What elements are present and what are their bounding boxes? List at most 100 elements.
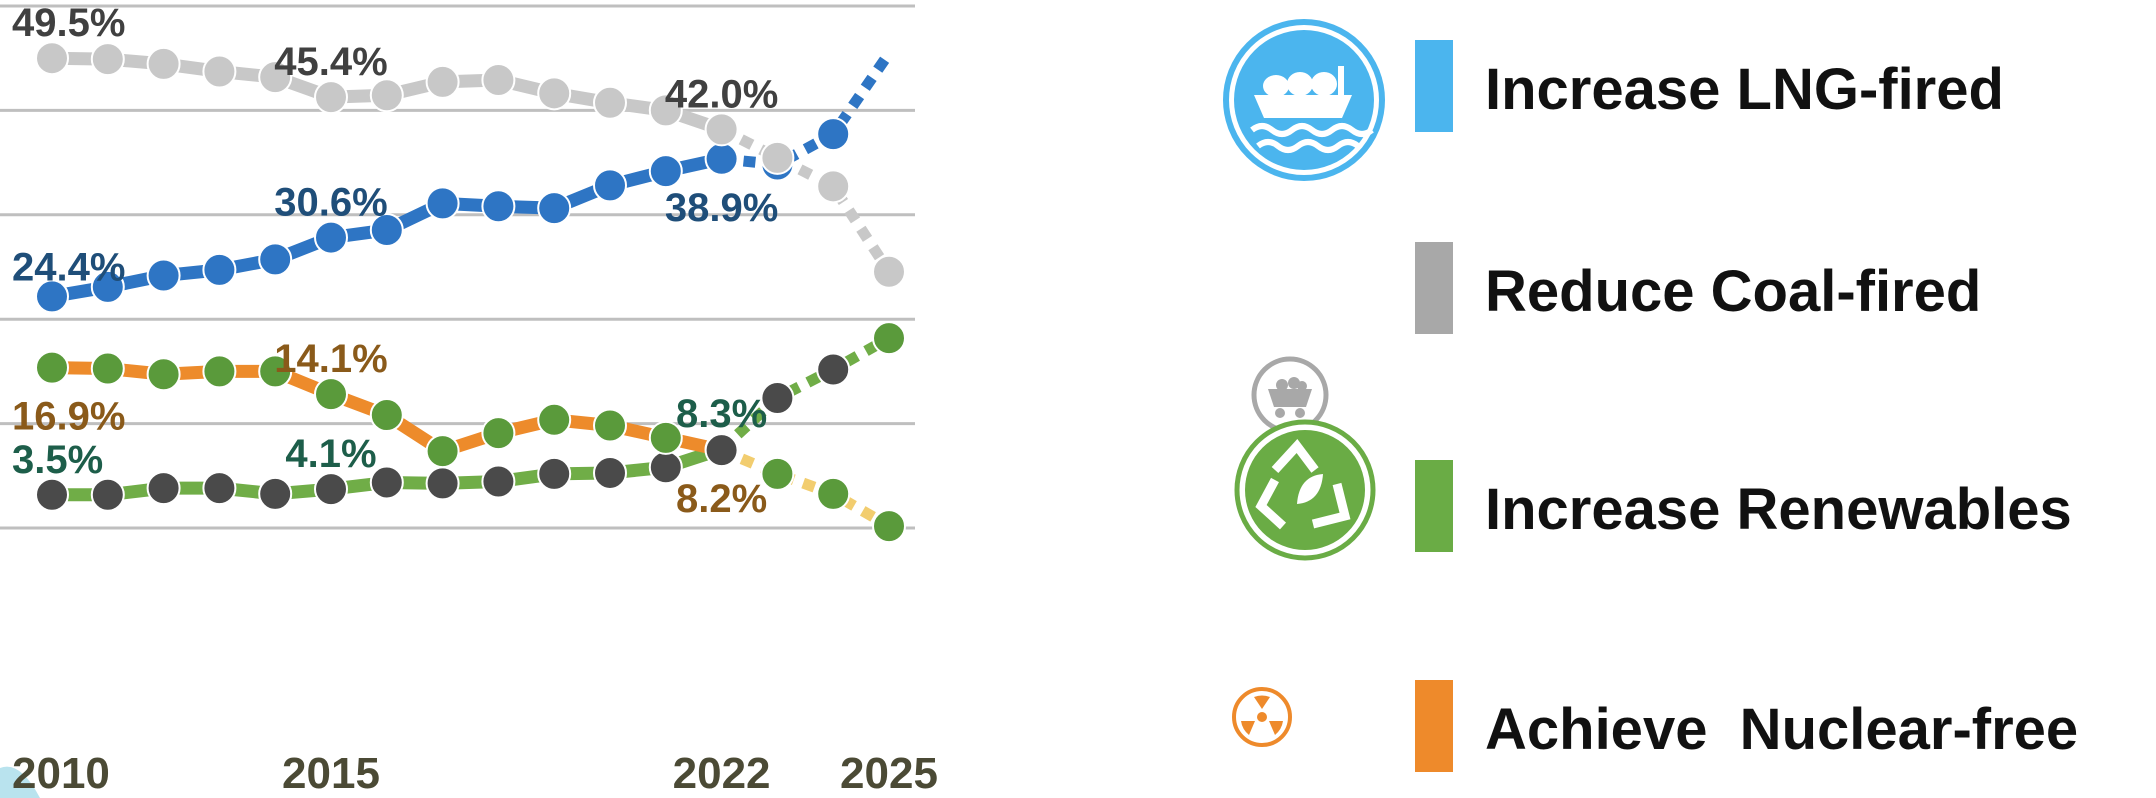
recycle-leaf-icon [1234,419,1376,561]
data-point [481,464,516,499]
x-tick-label: 2022 [673,749,771,798]
data-point [537,191,572,226]
data-point [481,416,516,451]
data-point [816,476,851,511]
legend-swatch-renewables [1415,460,1453,552]
legend-item-coal: Reduce Coal-fired [1415,242,2155,334]
data-point [258,60,293,95]
data-point [369,465,404,500]
data-point [704,112,739,147]
data-point [35,477,69,512]
corner-decoration [0,766,40,798]
data-label-lng: 38.9% [665,186,778,230]
data-point [425,434,460,469]
series-forecast-coal [719,124,894,275]
data-point [146,357,181,392]
data-point [704,141,739,176]
x-tick-label: 2010 [12,749,110,798]
data-point [593,455,627,490]
data-point [314,377,348,412]
data-point [314,220,348,255]
legend-swatch-coal [1415,242,1453,334]
data-label-nuclear: 16.9% [12,395,125,439]
series-forecast-lng [721,50,894,171]
series-markers-nuclear [35,350,906,544]
data-point [35,350,69,385]
data-point [146,471,181,506]
legend-swatch-lng [1415,40,1453,132]
data-point [90,269,125,304]
data-label-nuclear: 8.2% [676,477,767,521]
x-tick-label: 2025 [840,749,938,798]
data-point [537,402,572,437]
data-labels: 24.4% 30.6% 38.9% 49.5% 45.4% 42.0% 3.5% 4.1% 8.… [12,1,778,521]
data-point [202,54,237,89]
data-point [202,354,237,389]
data-point [537,76,572,111]
data-point [202,252,237,287]
data-point [760,456,795,491]
data-label-coal: 49.5% [12,1,125,45]
data-point [258,242,293,277]
legend-label-nuclear: Achieve Nuclear-free [1485,697,2079,762]
data-label-renewables: 4.1% [285,432,376,476]
data-point [593,408,627,443]
series-forecast-nuclear [719,445,892,531]
data-point [872,509,906,544]
legend-item-lng: Increase LNG-fired [1415,40,2155,132]
legend: Increase LNG-fired Reduce Coal-fired Inc… [1415,0,2155,798]
data-point [314,80,348,115]
data-point [90,351,125,386]
data-point [369,78,404,113]
data-point [704,433,739,468]
coal-cart-icon [1251,356,1329,434]
data-point [816,169,851,204]
series-markers-lng [35,117,851,314]
lng-ship-icon [1223,19,1385,181]
data-point [593,85,627,120]
data-label-lng: 30.6% [274,181,387,225]
data-point [760,140,795,175]
data-point [648,93,683,128]
data-point [425,186,460,221]
data-point [90,477,125,512]
data-label-renewables: 3.5% [12,438,103,482]
data-point [872,254,906,289]
x-axis-ticks: 2010 2015 2022 2025 [12,749,938,798]
data-point [146,46,181,81]
data-point [314,472,348,507]
data-point [760,380,795,415]
series-layer [35,41,906,544]
data-point [35,279,69,314]
legend-label-renewables: Increase Renewables [1485,477,2072,542]
legend-swatch-nuclear [1415,680,1453,772]
data-point [90,42,125,77]
legend-label-coal: Reduce Coal-fired [1485,259,1982,324]
data-point [816,352,851,387]
x-tick-label: 2015 [282,749,380,798]
radiation-icon [1232,687,1292,747]
data-point [258,476,293,511]
data-label-coal: 45.4% [274,40,387,84]
data-point [481,63,516,98]
data-point [425,466,460,501]
data-point [425,64,460,99]
data-label-renewables: 8.3% [676,392,767,436]
data-point [816,117,851,152]
gridlines [0,4,915,530]
data-label-lng: 24.4% [12,245,125,289]
data-point [872,321,906,356]
data-point [369,212,404,247]
data-point [648,154,683,189]
legend-item-nuclear: Achieve Nuclear-free [1415,680,2155,772]
data-point [593,168,627,203]
data-point [35,41,69,76]
data-point [648,420,683,455]
data-point [202,471,237,506]
data-point [258,354,293,389]
data-point [146,258,181,293]
end-icons [1223,19,1385,747]
legend-item-renewables: Increase Renewables [1415,460,2155,552]
legend-label-lng: Increase LNG-fired [1485,57,2004,122]
data-point [369,398,404,433]
